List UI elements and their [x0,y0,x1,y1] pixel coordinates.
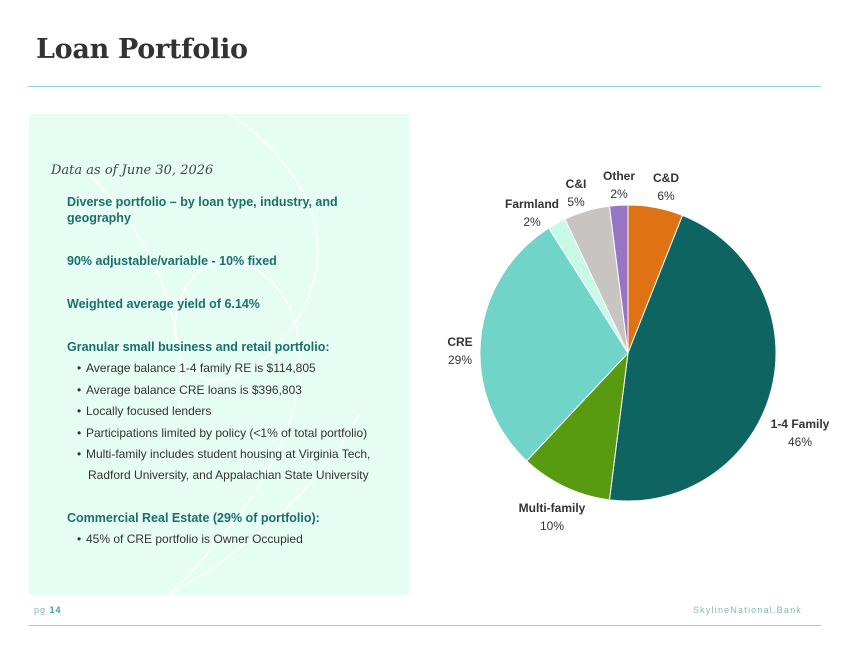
loan-type-pie-chart: C&D 6% 1-4 Family 46% Multi-family 10% CRE 29% F… [447,169,830,533]
cre-heading: Commercial Real Estate (29% of portfolio… [67,510,320,525]
as-of-date: Data as of June 30, 2026 [51,163,214,178]
slice-value-multi-family: 10% [540,519,564,533]
page-number: pg 14 [34,605,62,615]
slice-label-c-i: C&I [566,177,587,191]
header-divider [28,86,821,87]
slice-label-other: Other [603,169,635,183]
pie-slice-other [608,204,629,354]
summary-panel: Data as of June 30, 2026 Diverse portfol… [29,114,409,595]
slice-value-c-d: 6% [657,189,675,203]
pie-slice-cre [479,227,629,462]
slice-value-farmland: 2% [523,215,541,229]
footer-divider [28,625,821,626]
slice-label-farmland: Farmland [505,197,559,211]
cre-item: • 45% of CRE portfolio is Owner Occupied [77,531,303,546]
highlight-rate-mix: 90% adjustable/variable - 10% fixed [67,254,277,268]
pie-slice-multi-family [525,351,629,501]
granular-heading: Granular small business and retail portf… [67,340,330,354]
brand-footer: SkylineNational.Bank [692,605,802,615]
slice-value-c-i: 5% [567,195,585,209]
granular-item-continuation: Radford University, and Appalachian Stat… [88,467,369,482]
pie-slice-1-4-family [608,214,777,502]
panel-watermark [88,114,360,595]
portfolio-highlights: Diverse portfolio – by loan type, indust… [67,194,402,553]
slice-value-other: 2% [610,187,628,201]
slice-label-c-d: C&D [653,171,679,185]
slice-value-cre: 29% [448,353,472,367]
slice-label-multi-family: Multi-family [519,501,586,515]
granular-item: • Locally focused lenders [77,404,212,418]
highlight-diversity: Diverse portfolio – by loan type, indust… [67,195,338,225]
granular-item: • Average balance CRE loans is $396,803 [77,382,302,397]
granular-item: • Multi-family includes student housing a… [77,447,371,461]
highlight-yield: Weighted average yield of 6.14% [67,297,260,311]
slice-value-1-4-family: 46% [788,435,812,449]
page-title: Loan Portfolio [36,34,248,65]
granular-item: • Average balance 1-4 family RE is $114,8… [77,361,316,375]
slice-label-cre: CRE [447,335,472,349]
slice-label-1-4-family: 1-4 Family [771,417,830,431]
granular-item: • Participations limited by policy (<1% o… [77,425,368,440]
